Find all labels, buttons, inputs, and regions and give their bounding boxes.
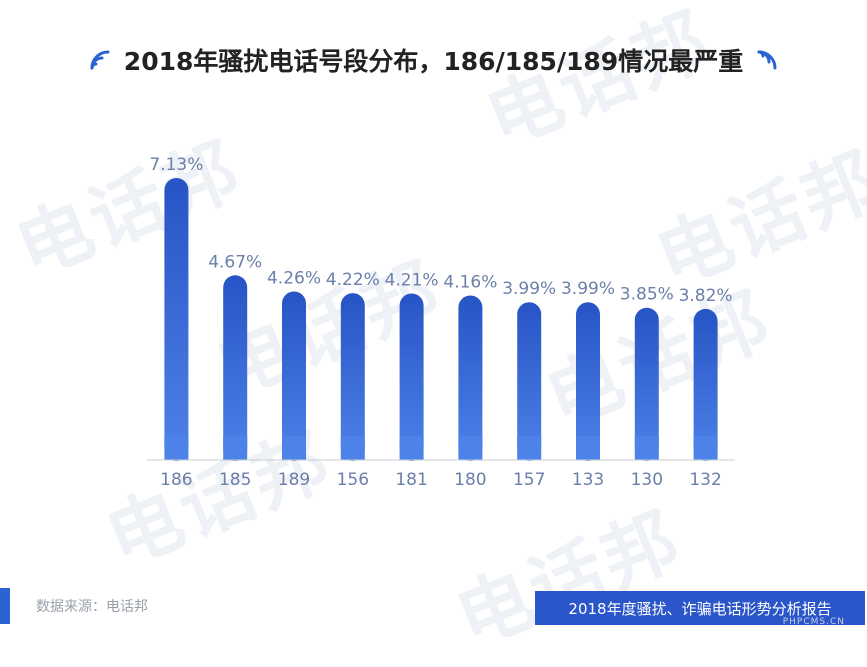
- bar-base: [458, 436, 483, 460]
- value-label: 3.82%: [679, 286, 733, 306]
- bar-base: [517, 436, 542, 460]
- x-tick-label: 157: [513, 470, 545, 490]
- x-tick-label: 180: [454, 470, 486, 490]
- x-tick-label: 132: [689, 470, 721, 490]
- bar: [282, 291, 306, 461]
- accent-bar: [0, 588, 10, 624]
- value-label: 7.13%: [149, 155, 203, 175]
- bar: [164, 178, 189, 461]
- bar: [634, 307, 659, 461]
- bar-base: [576, 436, 600, 460]
- signal-waves-icon: [90, 50, 110, 70]
- value-label: 4.21%: [385, 270, 439, 290]
- value-label: 3.99%: [561, 279, 615, 299]
- bar-base: [693, 436, 718, 460]
- footer-source-block: 数据来源：电话邦: [0, 588, 148, 624]
- x-tick-label: 133: [572, 470, 604, 490]
- bar: [399, 293, 424, 461]
- corner-watermark: PHPCMS.CN: [782, 617, 845, 627]
- x-tick-label: 181: [395, 470, 427, 490]
- report-title-banner: 2018年度骚扰、诈骗电话形势分析报告: [535, 591, 865, 625]
- data-source-label: 数据来源：电话邦: [36, 599, 148, 615]
- x-tick-label: 185: [219, 470, 251, 490]
- bar-base: [340, 436, 365, 460]
- bar-base: [282, 436, 306, 460]
- bar: [458, 295, 483, 461]
- value-label: 4.16%: [443, 272, 497, 292]
- bar-base: [164, 436, 189, 460]
- x-tick-label: 156: [337, 470, 369, 490]
- value-label: 4.26%: [267, 269, 321, 289]
- title-row: 2018年骚扰电话号段分布，186/185/189情况最严重: [0, 42, 867, 78]
- bar-chart: 7.13% 186 4.67% 185 4.26% 189 4.22% 156 4.21% 181…: [147, 155, 735, 490]
- bar: [576, 302, 600, 461]
- bar-base: [399, 436, 424, 460]
- x-tick-label: 130: [631, 470, 663, 490]
- bar: [693, 308, 718, 461]
- signal-waves-icon: [757, 50, 777, 70]
- value-label: 4.22%: [326, 270, 380, 290]
- report-title: 2018年度骚扰、诈骗电话形势分析报告: [568, 599, 832, 618]
- x-tick-label: 186: [160, 470, 192, 490]
- value-label: 3.99%: [502, 279, 556, 299]
- bar: [223, 275, 248, 461]
- bar-base: [223, 436, 248, 460]
- chart-title: 2018年骚扰电话号段分布，186/185/189情况最严重: [123, 47, 744, 76]
- bar: [340, 293, 365, 461]
- x-tick-label: 189: [278, 470, 310, 490]
- bar: [517, 302, 542, 461]
- value-label: 3.85%: [620, 285, 674, 305]
- value-label: 4.67%: [208, 252, 262, 272]
- bar-base: [634, 436, 659, 460]
